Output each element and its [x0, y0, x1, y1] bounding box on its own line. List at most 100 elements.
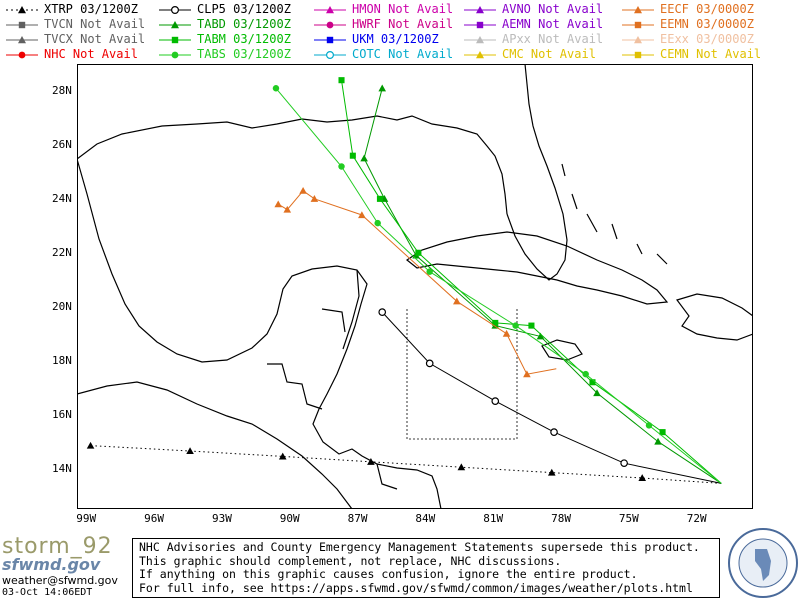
coastline-central-america-pacific	[77, 381, 353, 509]
legend-entry: APxx Not Avail	[460, 32, 603, 46]
legend-label: AVNO Not Avail	[502, 2, 604, 16]
legend-entry: TVCN Not Avail	[2, 17, 145, 31]
track-point	[547, 468, 556, 476]
track-point	[523, 370, 531, 378]
longitude-label: 99W	[76, 512, 97, 525]
latitude-label: 16N	[52, 407, 72, 421]
legend-marker-icon	[159, 5, 191, 14]
sfwmd-branding: storm_92 sfwmd.gov weather@sfwmd.gov 03-…	[2, 534, 118, 598]
latitude-label: 14N	[52, 461, 72, 475]
legend-entry: TABS 03/1200Z	[155, 47, 291, 61]
track-point	[536, 332, 545, 340]
track-point	[512, 322, 519, 329]
track-point	[378, 308, 387, 316]
track-point	[457, 463, 466, 471]
borders	[267, 308, 398, 490]
legend-entry: CLP5 03/1200Z	[155, 2, 291, 16]
sfwmd-seal-icon	[728, 528, 798, 598]
track-point	[593, 389, 601, 397]
track-point	[349, 152, 356, 159]
legend-label: XTRP 03/1200Z	[44, 2, 138, 16]
longitude-label: 93W	[211, 512, 232, 525]
legend-marker-icon	[6, 5, 38, 13]
coastline-jamaica	[541, 339, 583, 361]
legend-marker-icon	[622, 35, 654, 43]
legend-marker-icon	[464, 35, 496, 43]
track-point	[338, 163, 345, 170]
legend-marker-icon	[6, 21, 38, 28]
sfwmd-logo: sfwmd.gov	[2, 555, 101, 574]
track-point	[491, 397, 500, 405]
track-map	[77, 64, 753, 509]
track-point	[654, 437, 662, 445]
legend-marker-icon	[314, 36, 346, 43]
coastline-cuba	[405, 231, 669, 305]
legend-entry: TABM 03/1200Z	[155, 32, 291, 46]
track-point	[415, 249, 422, 256]
legend-label: HWRF Not Avail	[352, 17, 454, 31]
legend-entry: CMC Not Avail	[460, 47, 596, 61]
track-point	[86, 441, 95, 449]
legend-label: TABD 03/1200Z	[197, 17, 291, 31]
coastline-yucatan-east	[342, 269, 360, 350]
legend-entry: EECF 03/0000Z	[618, 2, 754, 16]
track-point	[589, 379, 596, 386]
legend-entry: EExx 03/0000Z	[618, 32, 754, 46]
model-legend: XTRP 03/1200Z CLP5 03/1200Z HMON Not Avail…	[0, 0, 800, 62]
coastline-florida	[506, 64, 568, 281]
legend-marker-icon	[314, 50, 346, 59]
coastline-mexico-gulf	[77, 158, 442, 509]
coastline-bahamas	[561, 163, 668, 265]
legend-label: EECF 03/0000Z	[660, 2, 754, 16]
sea-boundary	[406, 309, 518, 440]
track-line	[275, 87, 722, 484]
latitude-label: 20N	[52, 299, 72, 313]
track-point	[659, 429, 666, 436]
track-point	[374, 219, 381, 227]
legend-entry: AEMN Not Avail	[460, 17, 603, 31]
track-point	[645, 422, 653, 429]
legend-label: COTC Not Avail	[352, 47, 454, 61]
legend-entry: HWRF Not Avail	[310, 17, 453, 31]
legend-label: CEMN Not Avail	[660, 47, 762, 61]
disclaimer-box: NHC Advisories and County Emergency Mana…	[132, 538, 720, 598]
legend-entry: COTC Not Avail	[310, 47, 453, 61]
contact-email[interactable]: weather@sfwmd.gov	[2, 574, 118, 587]
map-frame	[77, 64, 753, 509]
disclaimer-line: NHC Advisories and County Emergency Mana…	[139, 540, 700, 554]
legend-marker-icon	[314, 5, 346, 13]
legend-label: TVCX Not Avail	[44, 32, 146, 46]
track-point	[426, 268, 433, 275]
legend-label: TABS 03/1200Z	[197, 47, 291, 61]
legend-marker-icon	[159, 51, 191, 58]
legend-label: CLP5 03/1200Z	[197, 2, 291, 16]
latitude-label: 22N	[52, 245, 72, 259]
legend-entry: CEMN Not Avail	[618, 47, 761, 61]
latitude-label: 28N	[52, 83, 72, 97]
legend-marker-icon	[464, 21, 496, 28]
disclaimer-link[interactable]: For full info, see https://apps.sfwmd.go…	[139, 580, 693, 595]
legend-label: HMON Not Avail	[352, 2, 454, 16]
longitude-label: 72W	[686, 512, 707, 525]
track-point	[299, 186, 307, 194]
track-point	[502, 329, 511, 337]
track-point	[492, 319, 499, 326]
track-point	[358, 211, 366, 219]
disclaimer-line: If anything on this graphic causes confu…	[139, 567, 638, 581]
coastlines	[77, 64, 753, 509]
legend-label: AEMN Not Avail	[502, 17, 604, 31]
track-point	[620, 459, 628, 467]
legend-marker-icon	[622, 5, 654, 13]
track-point	[376, 195, 383, 202]
legend-entry: TVCX Not Avail	[2, 32, 145, 46]
track-point	[278, 452, 287, 460]
longitude-label: 90W	[279, 512, 300, 525]
latitude-label: 24N	[52, 191, 72, 205]
longitude-label: 96W	[144, 512, 164, 525]
legend-label: NHC Not Avail	[44, 47, 138, 61]
legend-marker-icon	[464, 5, 496, 13]
disclaimer-line: This graphic should complement, not repl…	[139, 553, 562, 568]
legend-entry: HMON Not Avail	[310, 2, 453, 16]
track-point	[274, 200, 283, 208]
